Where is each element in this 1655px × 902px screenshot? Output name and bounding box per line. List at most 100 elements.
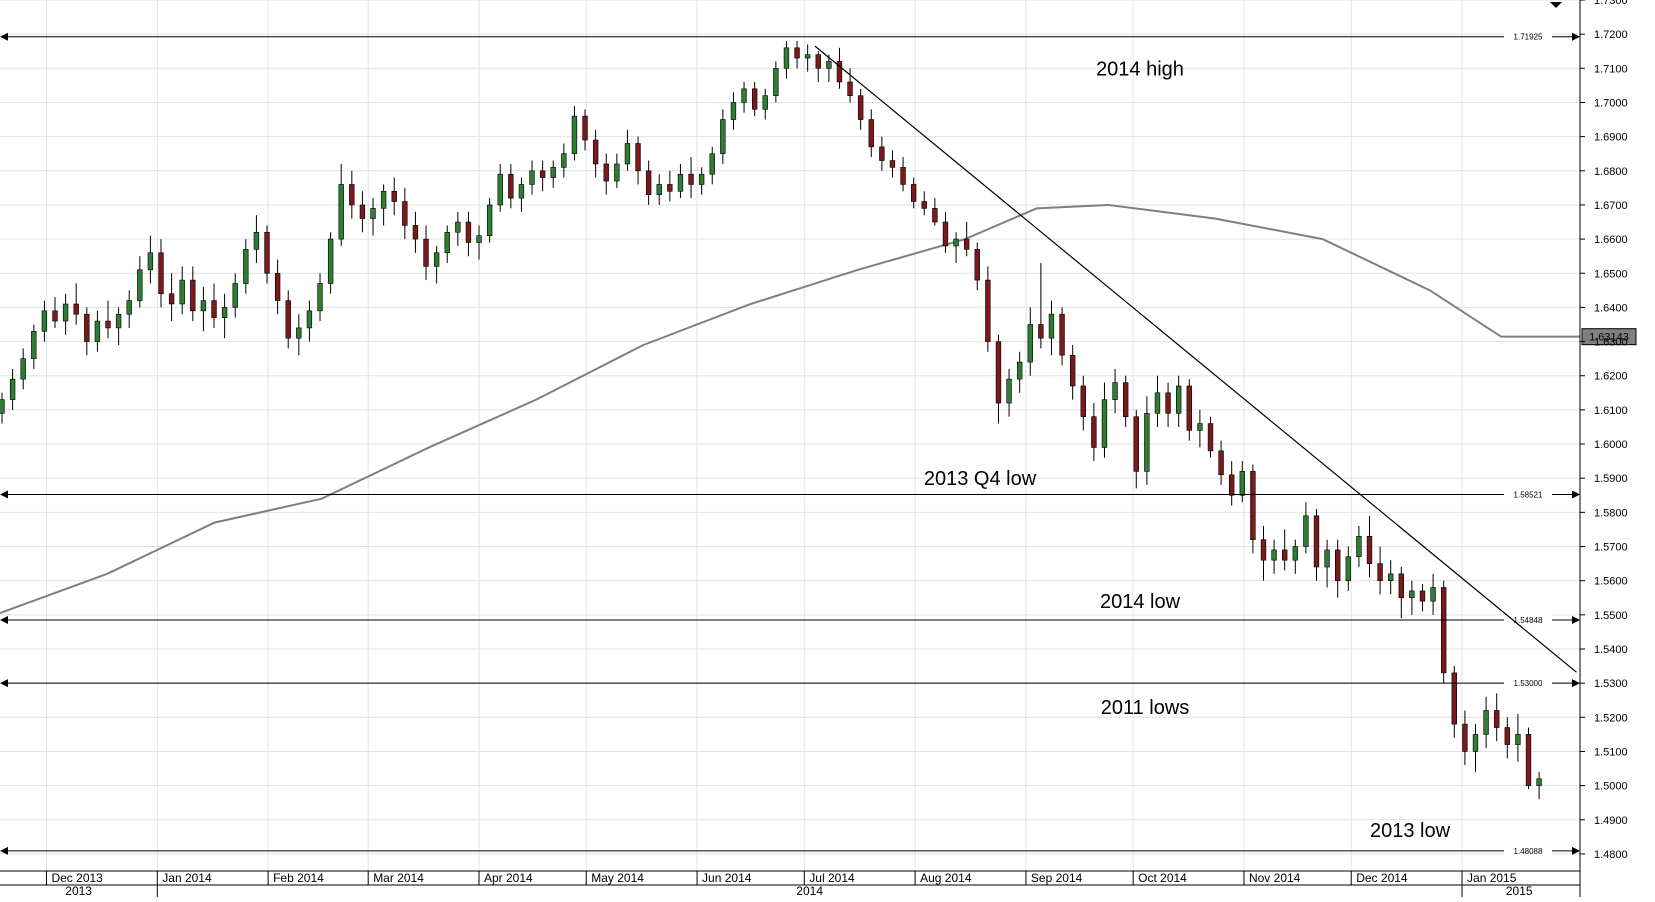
level-value-label: 1.71925 (1514, 33, 1543, 42)
level-arrow-left (0, 616, 8, 625)
candle-body (539, 170, 546, 178)
candle-body (879, 146, 885, 161)
y-tick-label: 1.5700 (1594, 542, 1628, 554)
level-arrow-right (1572, 32, 1580, 41)
x-month-label: Sep 2014 (1031, 871, 1083, 885)
x-month-label: Mar 2014 (373, 871, 424, 885)
candle-body (200, 300, 207, 312)
level-value-label: 1.53000 (1514, 679, 1543, 688)
candle-body (1133, 416, 1139, 472)
candle-body (1292, 546, 1298, 561)
level-arrow-left (0, 846, 8, 855)
x-month-label: Jun 2014 (702, 871, 752, 885)
candle-body (476, 235, 482, 243)
candle-body (317, 283, 323, 312)
candle-body (455, 221, 461, 233)
level-annotation: 2014 low (1100, 591, 1181, 613)
candle-body (1048, 313, 1055, 339)
candle-body (1366, 535, 1373, 564)
candle-body (168, 293, 175, 305)
candle-body (1303, 515, 1309, 547)
y-tick-label: 1.6600 (1594, 234, 1628, 246)
y-tick-label: 1.7200 (1594, 29, 1628, 41)
candle-body (815, 54, 821, 69)
candle-body (921, 201, 927, 209)
candle-body (1430, 587, 1436, 602)
candle-body (1038, 324, 1044, 339)
candle-body (1080, 385, 1086, 418)
candle-body (1483, 710, 1489, 735)
y-tick-label: 1.6700 (1594, 200, 1628, 212)
candle-body (783, 47, 790, 69)
candle-body (1165, 392, 1171, 414)
candle-body (667, 184, 673, 192)
candle-body (296, 327, 302, 339)
candle-body (115, 313, 122, 329)
candle-body (1282, 549, 1288, 561)
level-arrow-right (1572, 490, 1580, 499)
x-month-label: Oct 2014 (1138, 871, 1187, 885)
level-arrow-right (1572, 846, 1580, 855)
candle-body (41, 310, 48, 332)
candle-body (910, 184, 917, 202)
level-annotation: 2011 lows (1101, 697, 1190, 719)
candle-body (84, 313, 90, 342)
candle-body (274, 272, 281, 301)
candle-body (349, 184, 355, 206)
candle-body (486, 204, 493, 236)
candle-body (624, 143, 631, 165)
y-tick-label: 1.5400 (1594, 644, 1628, 656)
candle-body (995, 341, 1002, 404)
trendline (814, 2, 1577, 673)
candle-body (105, 320, 111, 329)
candle-body (1250, 471, 1256, 540)
candle-body (635, 143, 641, 172)
y-tick-label: 1.7100 (1594, 63, 1628, 75)
candle-body (571, 115, 578, 155)
y-tick-label: 1.5500 (1594, 610, 1628, 622)
candle-body (9, 378, 16, 400)
candle-body (444, 231, 450, 254)
candle-body (1207, 423, 1214, 452)
x-year-label: 2015 (1506, 884, 1533, 897)
candle-body (826, 61, 832, 69)
candle-body (243, 249, 249, 284)
candle-body (645, 170, 652, 195)
level-arrow-left (0, 679, 8, 688)
candle-body (423, 238, 429, 267)
candle-body (1218, 450, 1224, 476)
candle-body (942, 221, 949, 247)
candle-body (603, 163, 609, 182)
y-tick-label: 1.6000 (1594, 439, 1628, 451)
x-month-label: Feb 2014 (273, 871, 324, 885)
candle-body (698, 173, 705, 185)
level-label-bg (1504, 488, 1552, 501)
candle-body (1271, 549, 1277, 561)
candle-body (900, 167, 906, 185)
y-tick-label: 1.6900 (1594, 132, 1628, 144)
candles (0, 40, 1542, 800)
candle-body (1059, 313, 1065, 356)
y-tick-label: 1.6500 (1594, 268, 1628, 280)
candle-body (94, 320, 101, 342)
candle-body (232, 283, 238, 308)
horizontal-levels: 1.71925 2014 high 1.58521 2013 Q4 low 1.5484… (0, 30, 1580, 857)
candle-body (720, 119, 726, 155)
candle-body (1144, 412, 1150, 472)
candle-body (370, 208, 376, 219)
candle-body (412, 225, 419, 240)
candle-body (1112, 382, 1118, 400)
candle-body (1419, 590, 1426, 602)
x-month-label: Jan 2014 (162, 871, 212, 885)
candle-body (963, 238, 970, 250)
x-month-label: Aug 2014 (920, 871, 972, 885)
level-label-bg (1504, 677, 1552, 690)
candle-body (1472, 734, 1479, 752)
y-tick-label: 1.5000 (1594, 781, 1628, 793)
candle-body (147, 252, 154, 271)
candle-body (359, 204, 366, 219)
level-arrow-left (0, 32, 8, 41)
candle-body (1441, 587, 1447, 674)
candle-body (709, 153, 715, 175)
